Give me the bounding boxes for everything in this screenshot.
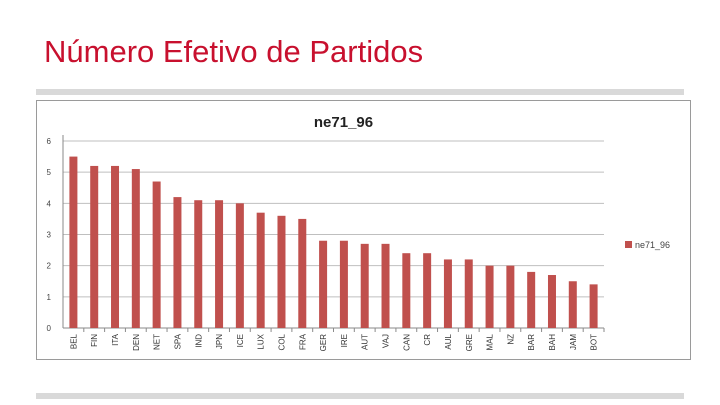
x-tick-label: CR [423,334,432,346]
y-tick-label: 2 [47,262,52,271]
x-tick-label: FIN [90,334,99,347]
bar [152,181,161,328]
bar [194,200,203,328]
x-tick-label: CAN [402,334,411,351]
bar [443,259,452,328]
y-tick-label: 3 [47,231,52,240]
x-tick-label: IRE [340,334,349,347]
x-tick-label: FRA [298,333,307,350]
bottom-divider [36,393,684,399]
x-tick-label: BAR [527,334,536,351]
x-tick-label: LUX [257,333,266,349]
y-tick-label: 0 [47,324,52,333]
x-tick-label: MAL [486,333,495,350]
x-tick-label: BAH [548,334,557,351]
y-tick-label: 6 [47,137,52,146]
x-tick-label: AUL [444,333,453,349]
bar [69,156,78,328]
chart-title: ne71_96 [314,114,373,131]
legend-swatch [625,241,632,248]
chart-frame: ne71_96 0 1 2 3 4 5 6 BEL FIN ITA DEN NET SPA IND JPN IC… [36,100,691,360]
bar [589,284,598,328]
legend-label: ne71_96 [635,240,670,250]
bar [485,265,494,328]
bar [235,203,244,328]
x-tick-label: COL [277,333,286,350]
bar [131,169,140,328]
bar [339,240,348,328]
x-tick-label: GRE [465,334,474,351]
bar [506,265,515,328]
x-tick-label: BEL [69,333,78,349]
x-tick-label: AUT [361,334,370,350]
bar [173,197,182,328]
bar [298,218,307,328]
slide-title: Número Efetivo de Partidos [44,34,424,69]
bar [527,271,536,328]
y-tick-label: 5 [47,168,52,177]
x-tick-label: NZ [506,334,515,345]
bar [111,165,120,328]
x-tick-label: GER [319,334,328,352]
y-tick-label: 1 [47,293,52,302]
bar [360,243,369,328]
bar [319,240,328,328]
bar [381,243,390,328]
bar [277,215,286,328]
y-tick-label: 4 [47,199,52,208]
x-tick-label: JAM [569,334,578,350]
top-divider [36,89,684,95]
bar [90,165,99,328]
x-tick-label: ITA [111,333,120,346]
bar-chart: ne71_96 0 1 2 3 4 5 6 BEL FIN ITA DEN NET SPA IND JPN IC… [47,114,671,352]
x-tick-label: BOT [590,334,599,351]
x-tick-label: SPA [173,333,182,349]
x-tick-label: JPN [215,334,224,349]
x-tick-label: ICE [236,334,245,347]
bar [464,259,473,328]
bar [256,212,265,328]
bar [215,200,224,328]
x-tick-label: IND [194,334,203,348]
x-tick-label: DEN [132,334,141,351]
bar [423,253,432,328]
bar [547,275,556,328]
x-tick-label: VAJ [382,334,391,348]
bar [402,253,411,328]
bar [568,281,577,328]
x-tick-label: NET [153,334,162,350]
